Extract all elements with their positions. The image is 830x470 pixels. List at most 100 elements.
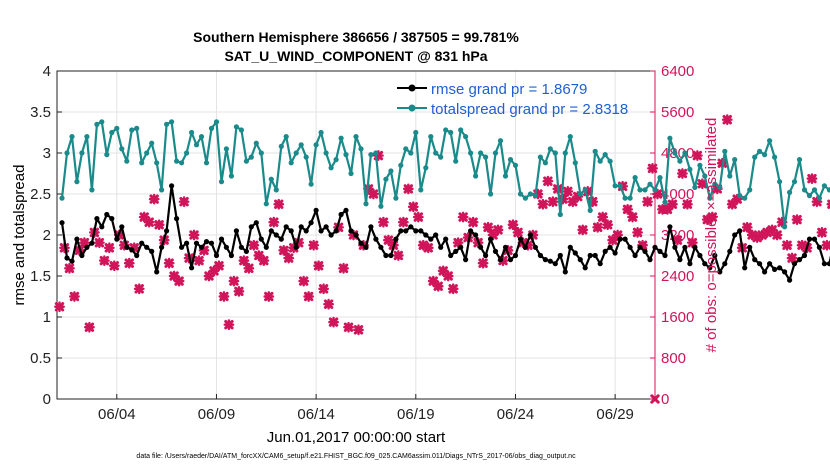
totalspread-point bbox=[169, 119, 175, 125]
rmse-point bbox=[672, 244, 678, 250]
rmse-point bbox=[737, 228, 743, 234]
rmse-point bbox=[742, 265, 748, 271]
obs-marker bbox=[397, 216, 409, 228]
totalspread-point bbox=[662, 199, 668, 205]
totalspread-point bbox=[717, 184, 723, 190]
legend: rmse grand pr = 1.8679 totalspread grand… bbox=[397, 81, 628, 118]
obs-marker bbox=[482, 221, 494, 233]
totalspread-point bbox=[298, 142, 304, 148]
y-tick-left-label: 2.5 bbox=[30, 186, 51, 203]
x-tick-label: 06/29 bbox=[596, 406, 634, 423]
rmse-point bbox=[478, 244, 484, 250]
rmse-point bbox=[542, 257, 549, 263]
totalspread-point bbox=[697, 162, 703, 168]
obs-marker bbox=[607, 234, 619, 246]
rmse-point bbox=[592, 252, 598, 259]
rmse-point bbox=[777, 265, 783, 271]
rmse-point bbox=[597, 261, 603, 267]
totalspread-point bbox=[288, 160, 294, 166]
totalspread-point bbox=[826, 187, 830, 193]
rmse-point bbox=[149, 248, 155, 254]
rmse-point bbox=[333, 228, 339, 234]
rmse-point bbox=[796, 257, 803, 263]
totalspread-point bbox=[587, 207, 593, 213]
totalspread-point bbox=[333, 157, 339, 163]
rmse-point bbox=[627, 244, 633, 250]
totalspread-point bbox=[119, 146, 125, 152]
obs-marker bbox=[343, 321, 354, 333]
totalspread-point bbox=[757, 148, 763, 154]
rmse-point bbox=[697, 252, 703, 259]
obs-marker bbox=[163, 257, 175, 269]
obs-marker bbox=[597, 211, 609, 223]
totalspread-point bbox=[124, 158, 130, 164]
rmse-point bbox=[443, 236, 449, 242]
totalspread-point bbox=[791, 179, 798, 185]
rmse-point bbox=[338, 211, 344, 218]
rmse-point bbox=[717, 269, 723, 275]
obs-marker bbox=[542, 175, 554, 187]
rmse-point bbox=[562, 269, 568, 275]
totalspread-point bbox=[228, 173, 234, 179]
rmse-point bbox=[617, 236, 623, 242]
rmse-point bbox=[408, 224, 414, 230]
totalspread-point bbox=[184, 150, 190, 156]
rmse-point bbox=[433, 232, 439, 238]
obs-marker bbox=[153, 219, 165, 231]
totalspread-point bbox=[373, 150, 379, 156]
totalspread-point bbox=[532, 193, 539, 199]
totalspread-point bbox=[577, 191, 583, 197]
obs-marker bbox=[318, 283, 330, 295]
obs-marker bbox=[123, 257, 135, 269]
y-axis-left-label: rmse and totalspread bbox=[11, 165, 28, 306]
totalspread-point bbox=[104, 152, 110, 158]
totalspread-point bbox=[657, 175, 663, 181]
rmse-point bbox=[572, 250, 578, 256]
totalspread-point bbox=[752, 154, 758, 160]
x-tick-label: 06/14 bbox=[297, 406, 335, 423]
rmse-point bbox=[144, 244, 150, 250]
totalspread-point bbox=[303, 154, 309, 160]
totalspread-point bbox=[258, 150, 264, 156]
rmse-point bbox=[283, 224, 289, 230]
totalspread-point bbox=[383, 176, 389, 182]
obs-marker bbox=[667, 198, 678, 210]
obs-marker bbox=[392, 250, 404, 261]
totalspread-point bbox=[144, 150, 150, 156]
totalspread-point bbox=[293, 150, 299, 156]
totalspread-point bbox=[468, 150, 474, 156]
y-tick-left-label: 4 bbox=[43, 63, 51, 80]
totalspread-point bbox=[328, 165, 334, 171]
obs-marker bbox=[786, 252, 798, 264]
rmse-point bbox=[438, 244, 444, 250]
rmse-point bbox=[762, 269, 768, 275]
obs-marker bbox=[457, 211, 469, 223]
rmse-point bbox=[343, 207, 349, 213]
totalspread-point bbox=[114, 125, 120, 131]
rmse-point bbox=[74, 236, 80, 242]
rmse-point bbox=[383, 252, 389, 259]
totalspread-point bbox=[428, 134, 434, 140]
obs-marker bbox=[492, 224, 504, 236]
totalspread-point bbox=[353, 134, 359, 140]
rmse-point bbox=[154, 269, 160, 275]
obs-marker bbox=[412, 211, 424, 223]
obs-marker bbox=[93, 237, 105, 249]
rmse-point bbox=[582, 265, 588, 271]
rmse-point bbox=[258, 236, 264, 242]
rmse-point bbox=[358, 240, 364, 246]
rmse-point bbox=[248, 224, 254, 230]
rmse-point bbox=[492, 248, 499, 254]
totalspread-point bbox=[453, 158, 459, 164]
totalspread-point bbox=[418, 187, 424, 193]
totalspread-point bbox=[59, 195, 65, 201]
totalspread-point bbox=[193, 142, 200, 148]
rmse-point bbox=[288, 228, 294, 234]
totalspread-point bbox=[642, 187, 648, 193]
obs-marker bbox=[313, 260, 325, 272]
rmse-point bbox=[732, 232, 738, 238]
totalspread-point bbox=[408, 150, 414, 156]
obs-marker bbox=[627, 211, 638, 223]
data-file-footer: data file: /Users/raeder/DAI/ATM_forcXX/… bbox=[136, 453, 576, 460]
